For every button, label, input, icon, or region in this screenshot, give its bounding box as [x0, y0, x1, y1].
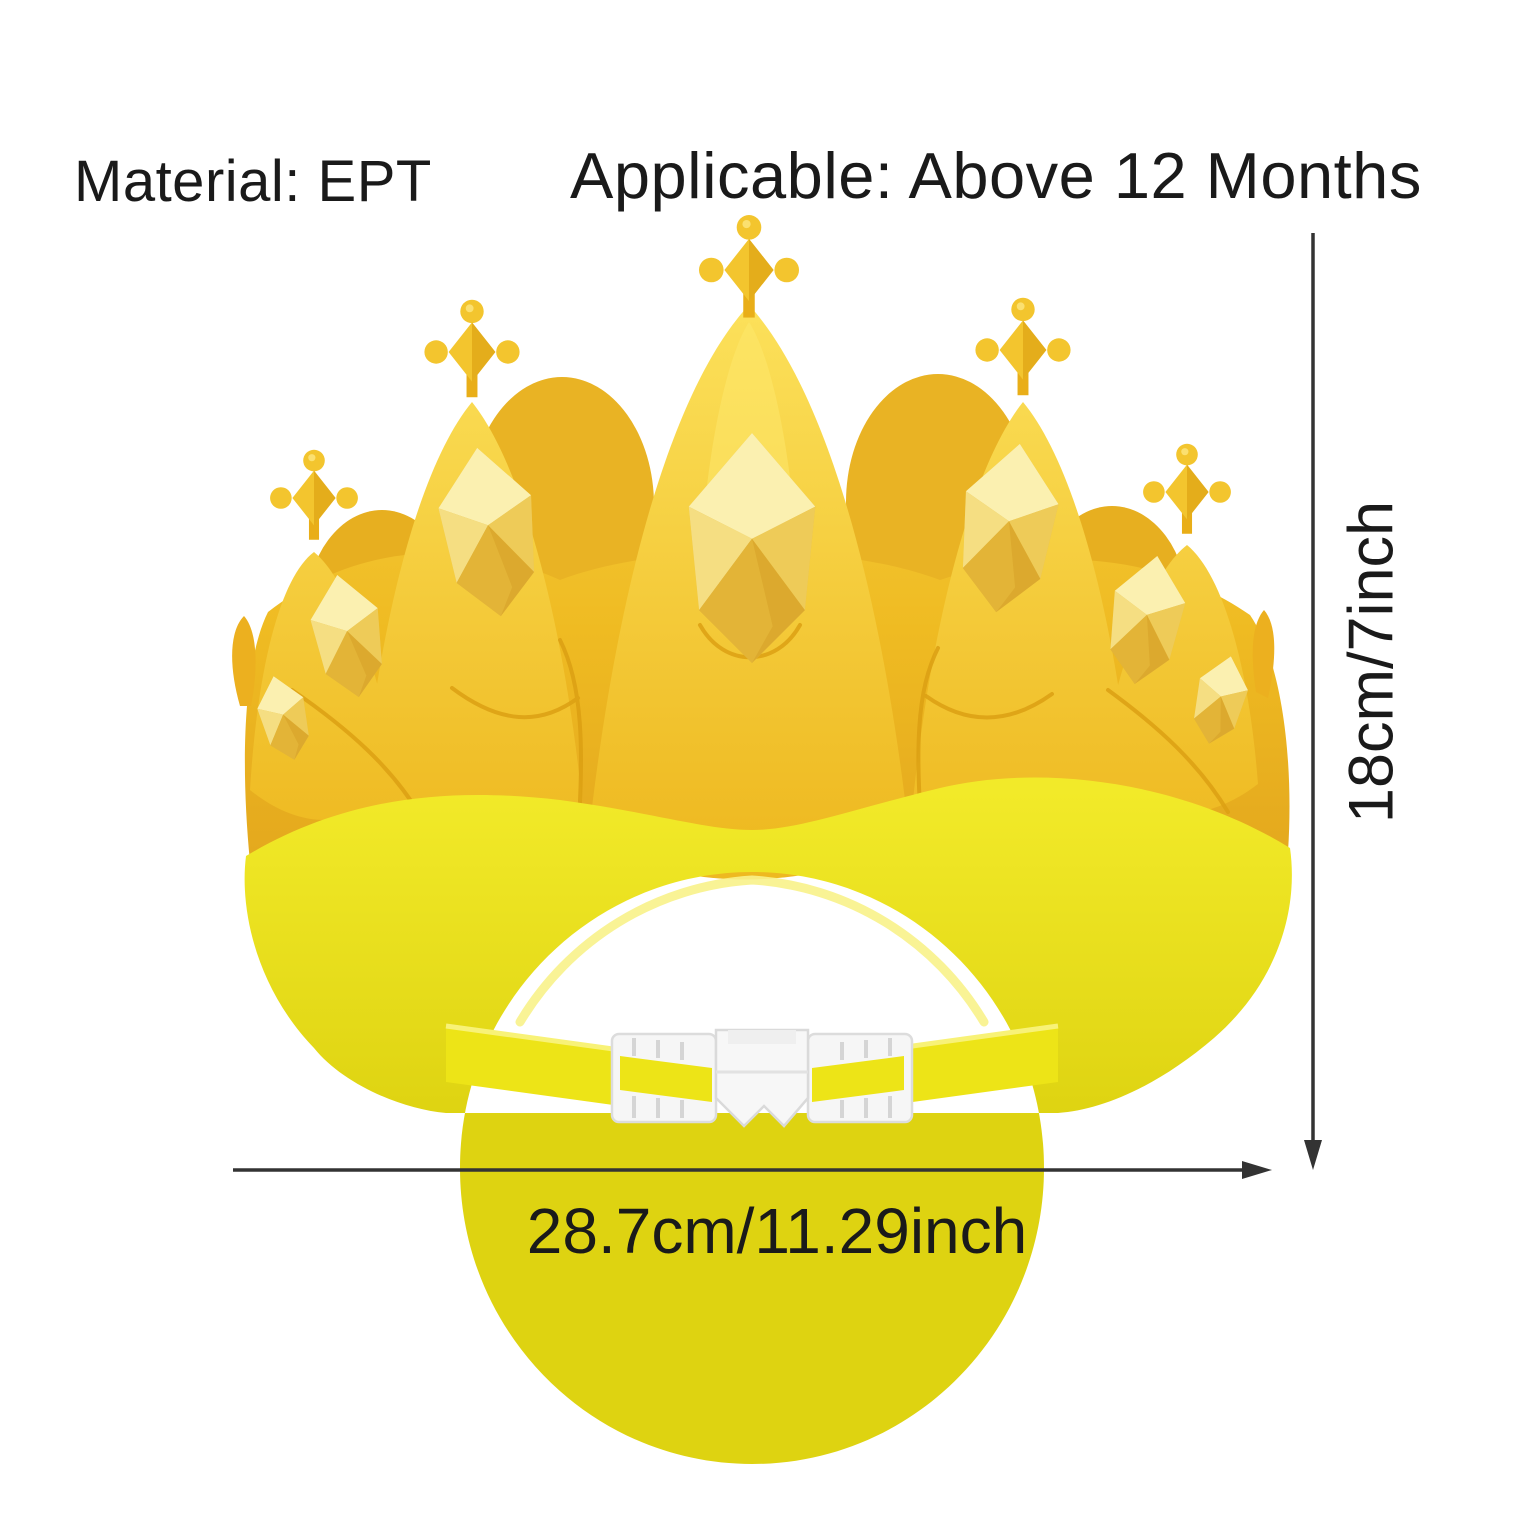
finial-center [698, 215, 800, 318]
crown-peak-left [362, 402, 582, 835]
width-dimension-line [233, 1161, 1272, 1179]
finial-left [424, 299, 520, 398]
crown-band [244, 777, 1292, 1464]
height-dimension-label: 18cm/7inch [1336, 500, 1407, 824]
right-arrow-icon [1242, 1161, 1272, 1179]
strap-buckle [610, 1028, 914, 1128]
chin-strap [445, 1023, 1059, 1128]
material-label: Material: EPT [74, 149, 432, 214]
height-dimension-line [1304, 233, 1322, 1170]
finial-far-right [1143, 443, 1231, 534]
crown-right-tab [1252, 610, 1275, 698]
crown-left-tab [232, 616, 256, 706]
applicable-label: Applicable: Above 12 Months [570, 139, 1422, 212]
crown-peak-right [913, 402, 1133, 835]
down-arrow-icon [1304, 1140, 1322, 1170]
finial-right [975, 297, 1071, 396]
crown-peak-far-right [1096, 545, 1258, 815]
chin-strap-left [446, 1024, 664, 1112]
crown-upper [232, 215, 1290, 904]
width-dimension-label: 28.7cm/11.29inch [526, 1195, 1028, 1267]
band-inner-rim-highlight [515, 875, 989, 1027]
